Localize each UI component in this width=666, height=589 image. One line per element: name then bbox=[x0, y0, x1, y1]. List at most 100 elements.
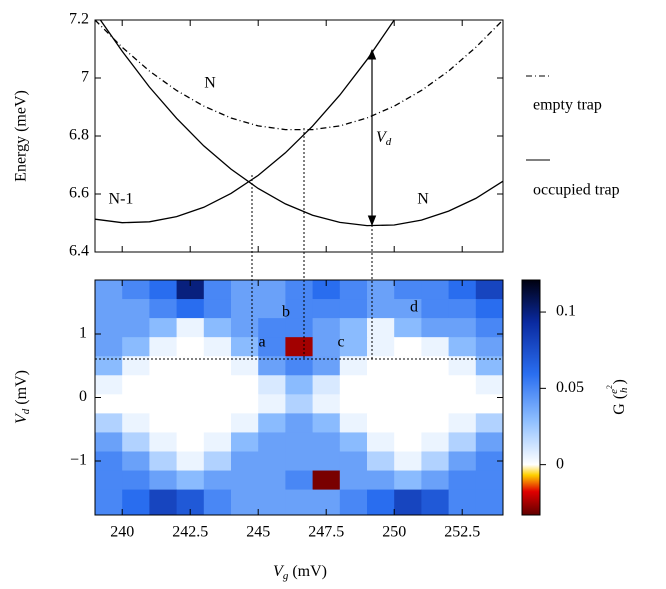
annotation: N-1 bbox=[109, 191, 134, 208]
label-part: V bbox=[376, 129, 388, 146]
heat-cell bbox=[95, 337, 123, 357]
heat-cell bbox=[394, 470, 422, 491]
heat-cell bbox=[149, 489, 178, 515]
region-label: b bbox=[282, 304, 290, 321]
heat-cell bbox=[475, 299, 503, 319]
heat-cell bbox=[475, 337, 503, 357]
heat-cell bbox=[312, 356, 341, 376]
x-axis-label: Vg (mV) bbox=[273, 563, 327, 582]
heat-cell bbox=[231, 489, 259, 515]
heat-cell bbox=[448, 299, 477, 319]
x-tick-label: 240 bbox=[110, 524, 134, 541]
label-part: (mV) bbox=[288, 563, 327, 580]
heat-cell bbox=[312, 394, 341, 414]
heat-cell bbox=[149, 413, 178, 433]
annotation: N bbox=[417, 191, 429, 208]
heat-cell bbox=[448, 318, 477, 338]
heat-cell bbox=[149, 375, 178, 395]
heat-cell bbox=[285, 356, 314, 376]
y-tick-label: 0 bbox=[79, 388, 87, 405]
annotation: N bbox=[204, 75, 216, 92]
heat-cell bbox=[203, 470, 232, 491]
heat-cell bbox=[285, 470, 314, 491]
heat-cell bbox=[339, 318, 368, 338]
heat-cell bbox=[258, 280, 286, 300]
annotation: Vd bbox=[376, 129, 392, 148]
heat-cell bbox=[203, 375, 232, 395]
heat-cell bbox=[421, 280, 450, 300]
y-tick-label: −1 bbox=[70, 452, 87, 469]
heat-cell bbox=[258, 394, 286, 414]
heat-cell bbox=[339, 337, 368, 357]
heat-cell bbox=[122, 375, 150, 395]
heat-cell bbox=[285, 451, 314, 472]
x-tick-label: 250 bbox=[382, 524, 406, 541]
heat-cell bbox=[258, 451, 286, 472]
heat-cell bbox=[203, 280, 232, 300]
heat-cell bbox=[203, 318, 232, 338]
heat-cell bbox=[339, 489, 368, 515]
heat-cell bbox=[122, 470, 150, 491]
heat-cell bbox=[176, 432, 205, 452]
heat-cell bbox=[394, 451, 422, 472]
heat-cell bbox=[203, 451, 232, 472]
heat-cell bbox=[176, 299, 205, 319]
heat-cell bbox=[421, 356, 450, 376]
curve bbox=[94, 19, 395, 224]
heat-cell bbox=[149, 337, 178, 357]
heat-cell bbox=[231, 394, 259, 414]
curve bbox=[99, 19, 504, 227]
heat-cell bbox=[367, 489, 395, 515]
heat-cell bbox=[339, 356, 368, 376]
heat-cell bbox=[203, 356, 232, 376]
heat-cell bbox=[421, 432, 450, 452]
heat-cell bbox=[95, 375, 123, 395]
heat-cell bbox=[95, 299, 123, 319]
heat-cell bbox=[448, 356, 477, 376]
heat-cell bbox=[475, 394, 503, 414]
heat-cell bbox=[231, 337, 259, 357]
heat-cell bbox=[448, 432, 477, 452]
heat-cell bbox=[421, 375, 450, 395]
heat-cell bbox=[339, 470, 368, 491]
heat-cell bbox=[149, 318, 178, 338]
heat-cell bbox=[285, 489, 314, 515]
heat-cell bbox=[421, 299, 450, 319]
heat-cell bbox=[176, 356, 205, 376]
heat-cell bbox=[95, 451, 123, 472]
heat-cell bbox=[95, 394, 123, 414]
heat-cell bbox=[475, 470, 503, 491]
heat-cell bbox=[367, 280, 395, 300]
heat-cell bbox=[312, 280, 341, 300]
heat-cell bbox=[231, 413, 259, 433]
heat-cell bbox=[95, 318, 123, 338]
y-tick-label: 1 bbox=[79, 325, 87, 342]
heat-cell bbox=[421, 489, 450, 515]
heat-cell bbox=[231, 299, 259, 319]
heat-cell bbox=[176, 394, 205, 414]
heat-cell bbox=[367, 432, 395, 452]
label-part: V bbox=[13, 412, 30, 424]
heat-cell bbox=[149, 470, 178, 491]
heat-cell bbox=[258, 489, 286, 515]
heat-cell bbox=[95, 413, 123, 433]
heat-cell bbox=[367, 394, 395, 414]
heat-cell bbox=[394, 356, 422, 376]
heat-cell bbox=[95, 356, 123, 376]
heat-cell bbox=[421, 470, 450, 491]
heat-cell bbox=[231, 451, 259, 472]
heat-cell bbox=[231, 432, 259, 452]
guide-lines bbox=[95, 128, 503, 360]
heat-cell bbox=[95, 432, 123, 452]
heat-cell bbox=[285, 375, 314, 395]
x-tick-label: 252.5 bbox=[444, 524, 480, 541]
curve bbox=[94, 19, 504, 131]
heatmap bbox=[95, 280, 503, 515]
heat-cell bbox=[95, 489, 123, 515]
label-part: V bbox=[273, 563, 285, 580]
heat-cell bbox=[448, 280, 477, 300]
y-tick-label: 7 bbox=[81, 69, 89, 86]
colorbar-tick-label: 0 bbox=[556, 455, 564, 472]
heat-cell bbox=[312, 299, 341, 319]
